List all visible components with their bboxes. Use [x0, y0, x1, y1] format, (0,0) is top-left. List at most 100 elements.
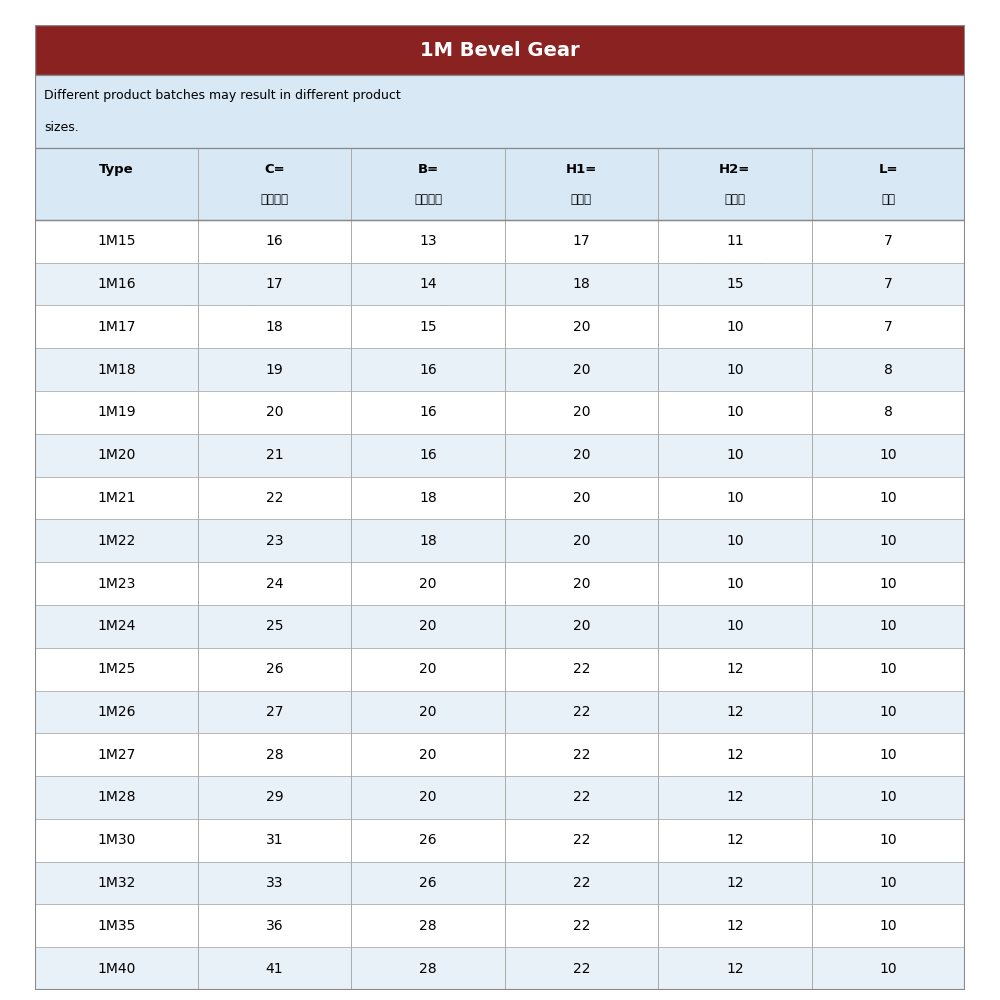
Polygon shape — [620, 152, 668, 168]
Text: H2=: H2= — [719, 163, 750, 176]
Text: 20: 20 — [573, 448, 590, 462]
Bar — [35, 947, 965, 990]
Text: C=: C= — [182, 44, 210, 62]
Ellipse shape — [700, 122, 760, 198]
Text: 10: 10 — [726, 320, 744, 334]
Text: C=: C= — [264, 163, 285, 176]
Text: 26: 26 — [419, 876, 437, 890]
Text: 1M18: 1M18 — [97, 363, 136, 377]
Bar — [35, 434, 965, 477]
Text: 14: 14 — [419, 277, 437, 291]
Text: H2: H2 — [337, 331, 363, 349]
Bar — [698, 55, 762, 264]
Text: 20: 20 — [419, 662, 437, 676]
Text: 22: 22 — [573, 790, 590, 804]
Text: 1M32: 1M32 — [97, 876, 136, 890]
Text: 1M24: 1M24 — [97, 619, 136, 633]
Bar — [35, 862, 965, 904]
Text: 16: 16 — [419, 405, 437, 419]
Polygon shape — [625, 172, 674, 194]
Polygon shape — [190, 240, 445, 302]
Text: 7: 7 — [884, 277, 893, 291]
Bar — [35, 904, 965, 947]
Text: 1M22: 1M22 — [97, 534, 136, 548]
Text: 10: 10 — [726, 491, 744, 505]
Text: 13: 13 — [419, 234, 437, 248]
Text: 22: 22 — [573, 705, 590, 719]
Polygon shape — [775, 95, 819, 130]
Text: 12: 12 — [726, 705, 744, 719]
Bar — [35, 819, 965, 862]
Text: 台阶外径: 台阶外径 — [414, 193, 442, 206]
Text: 12: 12 — [726, 833, 744, 847]
Bar — [35, 733, 965, 776]
Text: 18: 18 — [266, 320, 283, 334]
Text: 10: 10 — [879, 833, 897, 847]
Polygon shape — [760, 71, 795, 115]
Polygon shape — [641, 190, 685, 225]
Text: 41: 41 — [266, 962, 283, 976]
Bar — [35, 25, 965, 75]
Bar — [35, 220, 965, 263]
Text: 8: 8 — [884, 405, 893, 419]
Text: 26: 26 — [266, 662, 283, 676]
Text: 22: 22 — [573, 876, 590, 890]
Text: 10: 10 — [879, 448, 897, 462]
Text: 最大外径: 最大外径 — [260, 193, 288, 206]
Text: 26: 26 — [419, 833, 437, 847]
Polygon shape — [775, 190, 819, 225]
Polygon shape — [792, 152, 840, 168]
Bar — [35, 148, 965, 220]
Bar — [35, 562, 965, 605]
Bar — [35, 348, 965, 391]
Text: 1M17: 1M17 — [97, 320, 136, 334]
Text: 20: 20 — [419, 577, 437, 591]
Text: 1M21: 1M21 — [97, 491, 136, 505]
Text: 10: 10 — [726, 619, 744, 633]
Text: 1M20: 1M20 — [97, 448, 136, 462]
Text: 台阶高: 台阶高 — [724, 193, 745, 206]
Text: 20: 20 — [573, 405, 590, 419]
Text: 12: 12 — [726, 662, 744, 676]
Text: 29: 29 — [266, 790, 283, 804]
Text: 12: 12 — [726, 919, 744, 933]
Text: 1M40: 1M40 — [97, 962, 136, 976]
Text: 1M19: 1M19 — [97, 405, 136, 419]
Polygon shape — [786, 172, 835, 194]
Text: 10: 10 — [879, 491, 897, 505]
Text: 20: 20 — [573, 619, 590, 633]
Text: 10: 10 — [879, 876, 897, 890]
Text: 10: 10 — [726, 363, 744, 377]
Text: B=: B= — [417, 163, 438, 176]
Polygon shape — [641, 95, 685, 130]
Text: 7: 7 — [884, 234, 893, 248]
Text: 10: 10 — [726, 534, 744, 548]
Text: 20: 20 — [573, 577, 590, 591]
Text: 7: 7 — [884, 320, 893, 334]
Text: 20: 20 — [573, 320, 590, 334]
Text: 17: 17 — [266, 277, 283, 291]
Text: 1M26: 1M26 — [97, 705, 136, 719]
Text: 25: 25 — [266, 619, 283, 633]
Polygon shape — [217, 58, 445, 130]
Bar — [35, 477, 965, 519]
Bar — [35, 391, 965, 434]
Text: 12: 12 — [726, 876, 744, 890]
Text: 10: 10 — [879, 619, 897, 633]
Text: 1M16: 1M16 — [97, 277, 136, 291]
Text: 16: 16 — [419, 363, 437, 377]
Text: 27: 27 — [266, 705, 283, 719]
Text: 11: 11 — [726, 234, 744, 248]
Text: 1M15: 1M15 — [97, 234, 136, 248]
Text: 28: 28 — [419, 962, 437, 976]
Text: 10: 10 — [879, 919, 897, 933]
Polygon shape — [722, 50, 738, 98]
Bar — [35, 691, 965, 733]
Text: 12: 12 — [726, 962, 744, 976]
Text: 36: 36 — [266, 919, 283, 933]
Polygon shape — [742, 216, 764, 265]
Text: 10: 10 — [879, 705, 897, 719]
Text: 28: 28 — [419, 919, 437, 933]
Text: 12: 12 — [726, 790, 744, 804]
Text: 15: 15 — [419, 320, 437, 334]
